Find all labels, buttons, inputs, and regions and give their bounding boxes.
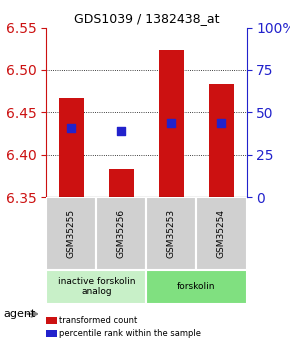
FancyBboxPatch shape [46,270,146,304]
FancyBboxPatch shape [46,197,96,270]
Point [169,121,174,126]
Bar [109,169,134,197]
Text: forskolin: forskolin [177,282,216,291]
Text: inactive forskolin
analog: inactive forskolin analog [58,277,135,296]
Text: GSM35253: GSM35253 [167,209,176,258]
Bar [59,98,84,197]
Bar [209,85,234,197]
FancyBboxPatch shape [146,270,246,304]
Text: transformed count: transformed count [59,316,138,325]
Point [69,125,74,130]
Text: GSM35255: GSM35255 [67,209,76,258]
Point [219,121,224,126]
FancyBboxPatch shape [146,197,197,270]
Text: percentile rank within the sample: percentile rank within the sample [59,329,202,338]
FancyBboxPatch shape [197,197,246,270]
Point [119,128,124,134]
Text: GSM35254: GSM35254 [217,209,226,258]
Bar [46,330,57,337]
Bar [46,317,57,324]
Bar [159,50,184,197]
Text: agent: agent [3,309,35,319]
Text: GSM35256: GSM35256 [117,209,126,258]
Title: GDS1039 / 1382438_at: GDS1039 / 1382438_at [74,12,219,25]
FancyBboxPatch shape [96,197,146,270]
